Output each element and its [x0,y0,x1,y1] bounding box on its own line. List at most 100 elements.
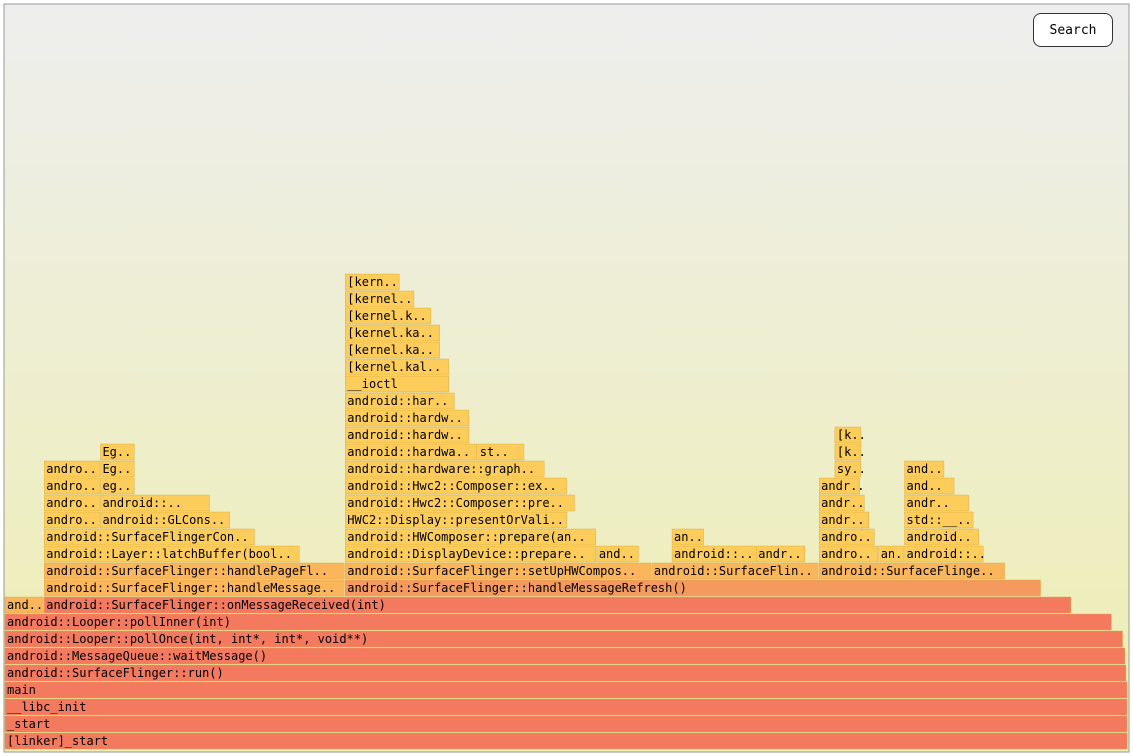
frame[interactable]: android::Looper::pollOnce(int, int*, int… [4,630,1123,648]
frame-label: and.. [907,462,943,476]
frame[interactable]: andr.. [756,545,805,563]
frame[interactable]: android::SurfaceFlinger::handlePageFl.. [44,562,345,580]
frame[interactable]: [kernel.. [345,290,415,308]
frame[interactable]: andro.. [44,511,100,529]
frame[interactable]: _start [4,715,1128,733]
frame[interactable]: andro.. [818,528,875,546]
frame-label: android.. [907,530,972,544]
frame[interactable]: [k.. [834,426,866,444]
frame[interactable]: android::SurfaceFlinger::run() [4,664,1127,682]
frame[interactable]: android::hardware::graph.. [345,460,545,478]
frame-label: [k.. [837,428,866,442]
frame[interactable]: and.. [904,477,955,495]
frame[interactable]: android::SurfaceFlinge.. [818,562,1005,580]
frame[interactable]: HWC2::Display::presentOrVali.. [345,511,567,529]
frame[interactable]: [kernel.k.. [345,307,431,325]
frame[interactable]: android::.. [671,545,756,563]
frame[interactable]: android::.. [904,545,986,563]
frame[interactable]: android::SurfaceFlingerCon.. [44,528,255,546]
frame-label: andro.. [46,479,97,493]
frame[interactable]: [kernel.ka.. [345,341,440,359]
frame[interactable]: android::Hwc2::Composer::ex.. [345,477,567,495]
frame[interactable]: andro.. [818,545,878,563]
frame[interactable]: and.. [904,460,945,478]
frame[interactable]: android::MessageQueue::waitMessage() [4,647,1125,665]
frame[interactable]: Eg.. [100,460,135,478]
frame[interactable]: android::SurfaceFlin.. [651,562,819,580]
frame[interactable]: android::SurfaceFlinger::onMessageReceiv… [44,596,1072,614]
frame[interactable]: android::HWComposer::prepare(an.. [345,528,597,546]
frame[interactable]: [linker]_start [4,732,1128,750]
frame[interactable]: Eg.. [100,443,135,461]
frame[interactable]: android::SurfaceFlinger::handleMessageRe… [345,579,1041,597]
frame-label: android::HWComposer::prepare(an.. [347,530,585,544]
frame-bar [4,732,1128,750]
frame-bar [345,409,470,427]
frame[interactable]: android::hardw.. [345,409,470,427]
frame[interactable]: android::Layer::latchBuffer(bool.. [44,545,300,563]
frame[interactable]: [kernel.kal.. [345,358,449,376]
frame-label: andro.. [46,513,97,527]
frame[interactable]: an.. [671,528,704,546]
frame[interactable]: eg.. [100,477,135,495]
frame-bar [345,324,440,342]
frame-bar [904,545,984,563]
frame[interactable]: andr.. [818,494,865,512]
frame[interactable]: android::GLCons.. [100,511,230,529]
frame[interactable]: andr.. [818,477,865,495]
frame-label: andr.. [758,547,801,561]
frame-label: [linker]_start [7,734,108,748]
frame[interactable]: and.. [4,596,44,614]
frame[interactable]: __ioctl [345,375,449,393]
frame[interactable]: android::Looper::pollInner(int) [4,613,1112,631]
frame[interactable]: andro.. [44,494,100,512]
frame[interactable]: st.. [477,443,525,461]
frame-bar [345,307,431,325]
frame-label: an.. [674,530,703,544]
frame-bar [4,613,1112,631]
frame[interactable]: android::SurfaceFlinger::setUpHWCompos.. [345,562,652,580]
frame-label: android::Looper::pollInner(int) [7,615,231,629]
frame-label: [kernel.ka.. [347,326,434,340]
frame-bar [671,528,704,546]
frame-bar [44,579,345,597]
frame-label: an.. [881,547,910,561]
frame-label: [kernel.. [347,292,412,306]
frame[interactable]: andro.. [44,477,100,495]
frame[interactable]: [kernel.ka.. [345,324,440,342]
frame[interactable]: [k.. [834,443,866,461]
frame[interactable]: android::DisplayDevice::prepare.. [345,545,597,563]
frame-label: android::SurfaceFlinger::onMessageReceiv… [46,598,386,612]
frame[interactable]: __libc_init [4,698,1128,716]
frame-bar [345,545,597,563]
frame-label: and.. [599,547,635,561]
frame-bar [345,375,449,393]
frame[interactable]: [kern.. [345,273,400,291]
frame[interactable]: android::har.. [345,392,455,410]
frame-bar [834,460,862,478]
frame[interactable]: android::.. [100,494,210,512]
frame-bar [100,511,230,529]
frame-bar [4,698,1128,716]
frame[interactable]: sy.. [834,460,866,478]
frame[interactable]: std::__.. [904,511,974,529]
frame-bar [756,545,805,563]
search-button[interactable]: Search [1033,13,1113,47]
frame[interactable]: andr.. [904,494,969,512]
frame[interactable]: android::SurfaceFlinger::handleMessage.. [44,579,345,597]
frame[interactable]: main [4,681,1128,699]
frame[interactable]: android::hardw.. [345,426,470,444]
frame[interactable]: android.. [904,528,979,546]
frame-bar [44,596,1072,614]
frame[interactable]: android::hardwa.. [345,443,477,461]
frame[interactable]: andro.. [44,460,100,478]
frame-label: andr.. [821,479,864,493]
frame[interactable]: an.. [878,545,910,563]
frame[interactable]: and.. [596,545,639,563]
frame-bar [100,443,135,461]
frame-bar [904,528,979,546]
frame[interactable]: android::Hwc2::Composer::pre.. [345,494,575,512]
frame-bar [818,494,865,512]
frame[interactable]: andr.. [818,511,869,529]
